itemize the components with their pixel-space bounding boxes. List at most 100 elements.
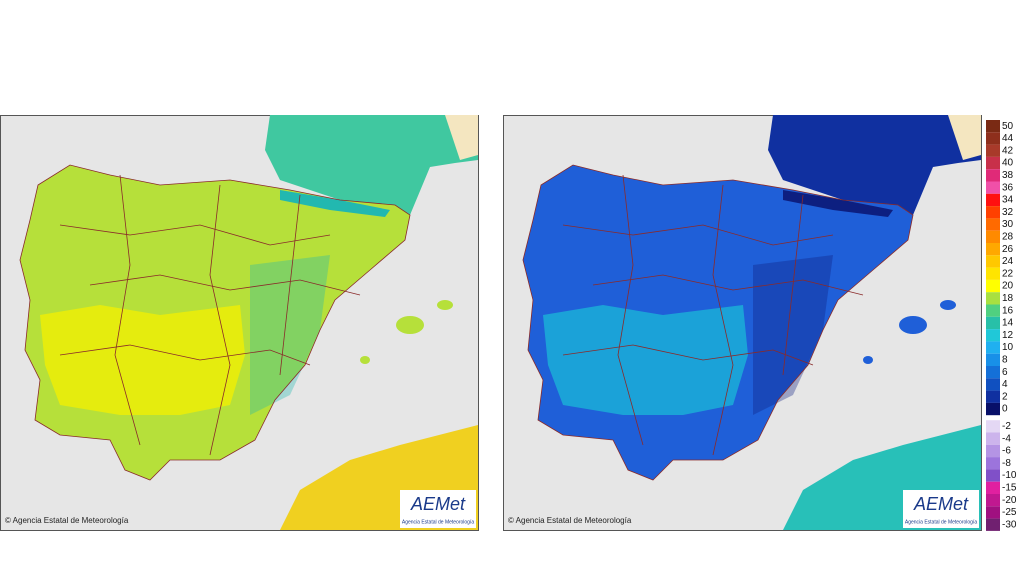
border (114, 174, 141, 446)
legend-label: 26 (1002, 244, 1014, 255)
island (396, 316, 424, 334)
logo: AEMet (913, 494, 969, 514)
legend-label: -20 (1002, 495, 1017, 506)
legend-swatch (986, 193, 1000, 207)
border (782, 194, 804, 376)
legend-label: 44 (1002, 133, 1014, 144)
legend-swatch (986, 481, 1000, 494)
legend-label: 38 (1002, 170, 1014, 181)
legend-swatch (986, 469, 1000, 482)
border (89, 274, 361, 296)
map-panel: © Agencia Estatal de Meteorología AEMet Ag… (503, 115, 982, 531)
island (360, 356, 370, 364)
corner-land (948, 115, 981, 160)
legend-swatch (986, 506, 1000, 519)
legend-swatch (986, 243, 1000, 256)
legend-swatch (986, 206, 1000, 219)
legend-label: 34 (1002, 195, 1014, 206)
border (59, 344, 311, 366)
logo-caption: Agencia Estatal de Meteorología (905, 519, 977, 525)
legend-swatch (986, 341, 1000, 354)
legend-swatch (986, 144, 1000, 157)
legend-swatch (986, 378, 1000, 391)
legend-swatch (986, 132, 1000, 145)
map-panel: © Agencia Estatal de Meteorología AEMet Ag… (0, 115, 479, 531)
legend-label: 24 (1002, 256, 1014, 267)
legend-label: 2 (1002, 391, 1008, 402)
border (562, 224, 834, 246)
legend-swatch (986, 316, 1000, 330)
logo-box (903, 490, 979, 528)
inland (543, 305, 748, 415)
legend-swatch (986, 390, 1000, 403)
legend-swatch (986, 304, 1000, 317)
legend-swatch (986, 120, 1000, 133)
legend-label: -25 (1002, 507, 1017, 518)
island (940, 300, 956, 310)
france (265, 115, 478, 215)
legend-swatch (986, 181, 1000, 194)
legend-label: 50 (1002, 121, 1014, 132)
border (592, 274, 864, 296)
legend-swatch (986, 169, 1000, 182)
legend-label: 16 (1002, 305, 1014, 316)
legend-swatch (986, 457, 1000, 470)
copyright: © Agencia Estatal de Meteorología (508, 516, 632, 525)
border (59, 224, 331, 246)
legend-label: 6 (1002, 367, 1008, 378)
legend-label: 20 (1002, 281, 1014, 292)
legend-swatch (986, 420, 1000, 433)
legend-swatch (986, 444, 1000, 458)
logo-caption: Agencia Estatal de Meteorología (402, 519, 474, 525)
logo: AEMet (410, 494, 466, 514)
island (863, 356, 873, 364)
legend-label: 42 (1002, 145, 1014, 156)
legend-swatch (986, 329, 1000, 342)
legend-label: 40 (1002, 158, 1014, 169)
legend-label: 14 (1002, 318, 1014, 329)
legend-swatch (986, 353, 1000, 366)
legend-label: 30 (1002, 219, 1014, 230)
border (712, 184, 734, 456)
legend-swatch (986, 267, 1000, 280)
legend-label: 22 (1002, 268, 1014, 279)
legend-label: -4 (1002, 433, 1011, 444)
legend: 5044424038363432302826242220181614121086… (986, 120, 1017, 531)
legend-label: -6 (1002, 446, 1011, 457)
legend-label: -8 (1002, 458, 1011, 469)
iberia-outline (19, 164, 411, 481)
legend-label: -2 (1002, 421, 1011, 432)
legend-label: 18 (1002, 293, 1014, 304)
legend-label: 28 (1002, 231, 1014, 242)
france (768, 115, 981, 215)
legend-label: 4 (1002, 379, 1008, 390)
inland (40, 305, 245, 415)
legend-swatch (986, 218, 1000, 231)
legend-swatch (986, 366, 1000, 379)
legend-label: 12 (1002, 330, 1014, 341)
legend-label: 32 (1002, 207, 1014, 218)
border (617, 174, 644, 446)
legend-label: 8 (1002, 354, 1008, 365)
legend-swatch (986, 292, 1000, 305)
legend-swatch (986, 156, 1000, 170)
copyright: © Agencia Estatal de Meteorología (5, 516, 129, 525)
iberia-outline (522, 164, 914, 481)
legend-swatch (986, 402, 1000, 416)
legend-swatch (986, 494, 1000, 507)
legend-swatch (986, 230, 1000, 243)
legend-swatch (986, 255, 1000, 268)
border (209, 184, 231, 456)
border (279, 194, 301, 376)
legend-swatch (986, 279, 1000, 293)
legend-label: -10 (1002, 470, 1017, 481)
legend-label: 10 (1002, 342, 1014, 353)
island (437, 300, 453, 310)
legend-label: 36 (1002, 182, 1014, 193)
eastern-band (250, 255, 330, 415)
logo-box (400, 490, 476, 528)
island (899, 316, 927, 334)
pyrenees (280, 190, 390, 217)
